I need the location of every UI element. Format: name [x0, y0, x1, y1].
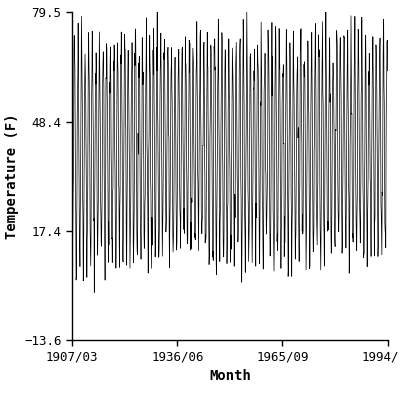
- Y-axis label: Temperature (F): Temperature (F): [4, 113, 18, 239]
- X-axis label: Month: Month: [209, 369, 251, 383]
